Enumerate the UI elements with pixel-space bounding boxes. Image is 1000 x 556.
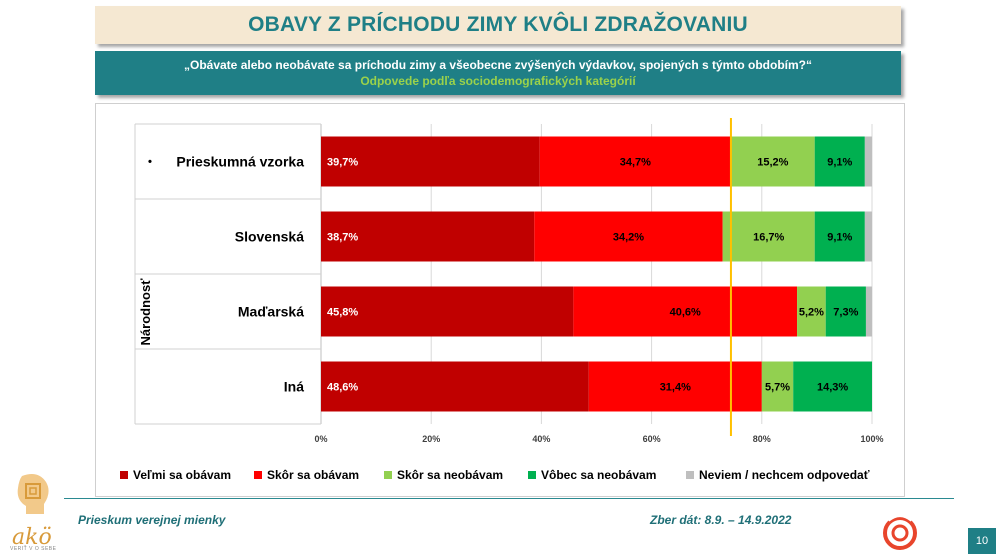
page-number: 10 xyxy=(968,528,996,554)
legend-swatch xyxy=(120,471,128,479)
data-label: 45,8% xyxy=(327,307,358,319)
category-label: Slovenská xyxy=(235,229,304,245)
bar-segment xyxy=(539,136,731,187)
bar-segment xyxy=(588,361,762,412)
legend-swatch xyxy=(528,471,536,479)
bar-segment xyxy=(573,286,798,337)
bar-segment xyxy=(814,136,865,187)
bar-segment xyxy=(864,211,872,262)
data-label: 38,7% xyxy=(327,232,358,244)
question-subtitle: Odpovede podľa sociodemografických kateg… xyxy=(360,74,636,88)
group-label: Národnosť xyxy=(138,278,153,346)
bar-segment xyxy=(321,361,589,412)
legend-label: Skôr sa obávam xyxy=(267,468,359,482)
brand-spiral-icon xyxy=(883,513,917,550)
data-label: 9,1% xyxy=(827,157,852,169)
bar-segment xyxy=(797,286,826,337)
legend-label: Skôr sa neobávam xyxy=(397,468,503,482)
category-label: Prieskumná vzorka xyxy=(176,154,304,170)
bar-segment xyxy=(865,286,872,337)
legend-swatch xyxy=(384,471,392,479)
footer-divider xyxy=(64,498,954,499)
data-label: 7,3% xyxy=(833,307,858,319)
bar-segment xyxy=(321,286,574,337)
legend-swatch xyxy=(686,471,694,479)
data-label: 5,2% xyxy=(799,307,824,319)
bar-segment xyxy=(321,136,540,187)
data-label: 9,1% xyxy=(827,232,852,244)
data-label: 34,2% xyxy=(613,232,644,244)
legend-swatch xyxy=(254,471,262,479)
bar-segment xyxy=(825,286,866,337)
x-tick-label: 0% xyxy=(314,434,327,444)
bar-segment xyxy=(722,211,815,262)
legend-label: Vôbec sa neobávam xyxy=(541,468,656,482)
x-tick-label: 20% xyxy=(422,434,440,444)
data-label: 16,7% xyxy=(753,232,784,244)
data-label: 5,7% xyxy=(765,382,790,394)
data-label: 34,7% xyxy=(620,157,651,169)
data-label: 40,6% xyxy=(670,307,701,319)
bar-segment xyxy=(793,361,872,412)
bar-segment xyxy=(814,211,865,262)
data-label: 48,6% xyxy=(327,382,358,394)
category-label: Iná xyxy=(284,379,304,395)
data-label: 14,3% xyxy=(817,382,848,394)
legend-label: Neviem / nechcem odpovedať xyxy=(699,468,870,482)
bar-segment xyxy=(730,136,815,187)
x-tick-label: 80% xyxy=(753,434,771,444)
data-label: 15,2% xyxy=(757,157,788,169)
data-label: 31,4% xyxy=(660,382,691,394)
category-bullet: • xyxy=(148,155,152,169)
bar-segment xyxy=(761,361,794,412)
x-tick-label: 100% xyxy=(860,434,883,444)
footer-survey-name: Prieskum verejnej mienky xyxy=(78,513,226,527)
x-tick-label: 40% xyxy=(532,434,550,444)
ako-logo-icon xyxy=(17,474,49,514)
logo-text: akö xyxy=(12,525,52,550)
x-tick-label: 60% xyxy=(643,434,661,444)
bar-segment xyxy=(534,211,723,262)
legend-label: Veľmi sa obávam xyxy=(133,468,231,482)
footer-collection-date: Zber dát: 8.9. – 14.9.2022 xyxy=(650,513,792,527)
logo-tagline: VERIŤ V O SEBE xyxy=(10,546,57,552)
category-label: Maďarská xyxy=(238,304,304,320)
bar-segment xyxy=(321,211,535,262)
question-box: „Obávate alebo neobávate sa príchodu zim… xyxy=(95,51,901,95)
bar-segment xyxy=(864,136,872,187)
data-label: 39,7% xyxy=(327,157,358,169)
question-text: „Obávate alebo neobávate sa príchodu zim… xyxy=(184,58,812,72)
page-title: OBAVY Z PRÍCHODU ZIMY KVÔLI ZDRAŽOVANIU xyxy=(95,6,901,44)
